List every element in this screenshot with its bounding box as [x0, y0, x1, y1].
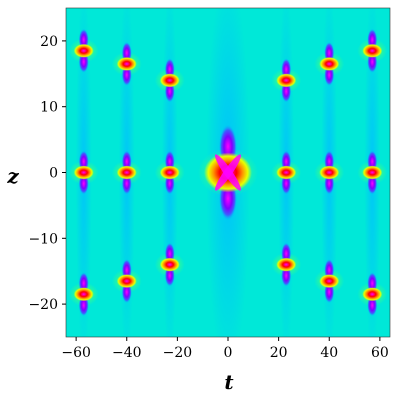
peak-marker [154, 58, 185, 103]
peak-marker [111, 41, 142, 86]
y-tick-label: −20 [28, 297, 58, 313]
peak-marker [68, 28, 99, 73]
peak-marker [154, 242, 185, 287]
x-tick-label: 60 [371, 345, 389, 361]
peak-core [362, 287, 383, 302]
peak-marker [357, 272, 388, 317]
heatmap-layer [68, 8, 388, 337]
x-tick-label: 20 [270, 345, 288, 361]
peak-core [276, 73, 297, 88]
peak-core [319, 56, 340, 71]
peak-core [319, 274, 340, 289]
y-tick-label: 20 [40, 34, 58, 50]
y-tick-label: 10 [40, 100, 58, 116]
peak-marker [68, 150, 99, 195]
peak-core [159, 73, 180, 88]
y-axis-label: z [6, 164, 19, 188]
peak-core [73, 287, 94, 302]
peak-marker [314, 259, 345, 304]
peak-marker [357, 28, 388, 73]
peak-core [319, 165, 340, 180]
peak-marker [271, 242, 302, 287]
peak-core [116, 274, 137, 289]
peak-marker [111, 150, 142, 195]
peak-core [73, 43, 94, 58]
peak-core [362, 165, 383, 180]
central-peak [198, 124, 258, 221]
y-tick-label: −10 [28, 231, 58, 247]
peak-core [73, 165, 94, 180]
peak-marker [271, 150, 302, 195]
x-axis-label: t [224, 370, 234, 394]
peak-core [159, 165, 180, 180]
x-tick-label: 40 [320, 345, 338, 361]
x-tick-label: 0 [224, 345, 233, 361]
x-tick-label: −60 [61, 345, 91, 361]
peak-core [116, 56, 137, 71]
peak-marker [68, 272, 99, 317]
peak-marker [271, 58, 302, 103]
peak-core [276, 257, 297, 272]
peak-marker [357, 150, 388, 195]
peak-marker [111, 259, 142, 304]
y-tick-label: 0 [49, 166, 58, 182]
peak-core [276, 165, 297, 180]
peak-core [159, 257, 180, 272]
peak-core [362, 43, 383, 58]
peak-marker [314, 150, 345, 195]
x-tick-label: −40 [112, 345, 142, 361]
x-tick-label: −20 [163, 345, 193, 361]
central-arm [214, 154, 242, 191]
axis-ticks: −60 −40 −20 0 20 40 60 −20 −10 0 10 20 [28, 34, 388, 361]
peak-marker [314, 41, 345, 86]
peak-marker [154, 150, 185, 195]
peak-core [116, 165, 137, 180]
